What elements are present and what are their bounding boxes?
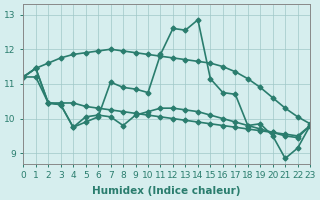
X-axis label: Humidex (Indice chaleur): Humidex (Indice chaleur)	[92, 186, 241, 196]
